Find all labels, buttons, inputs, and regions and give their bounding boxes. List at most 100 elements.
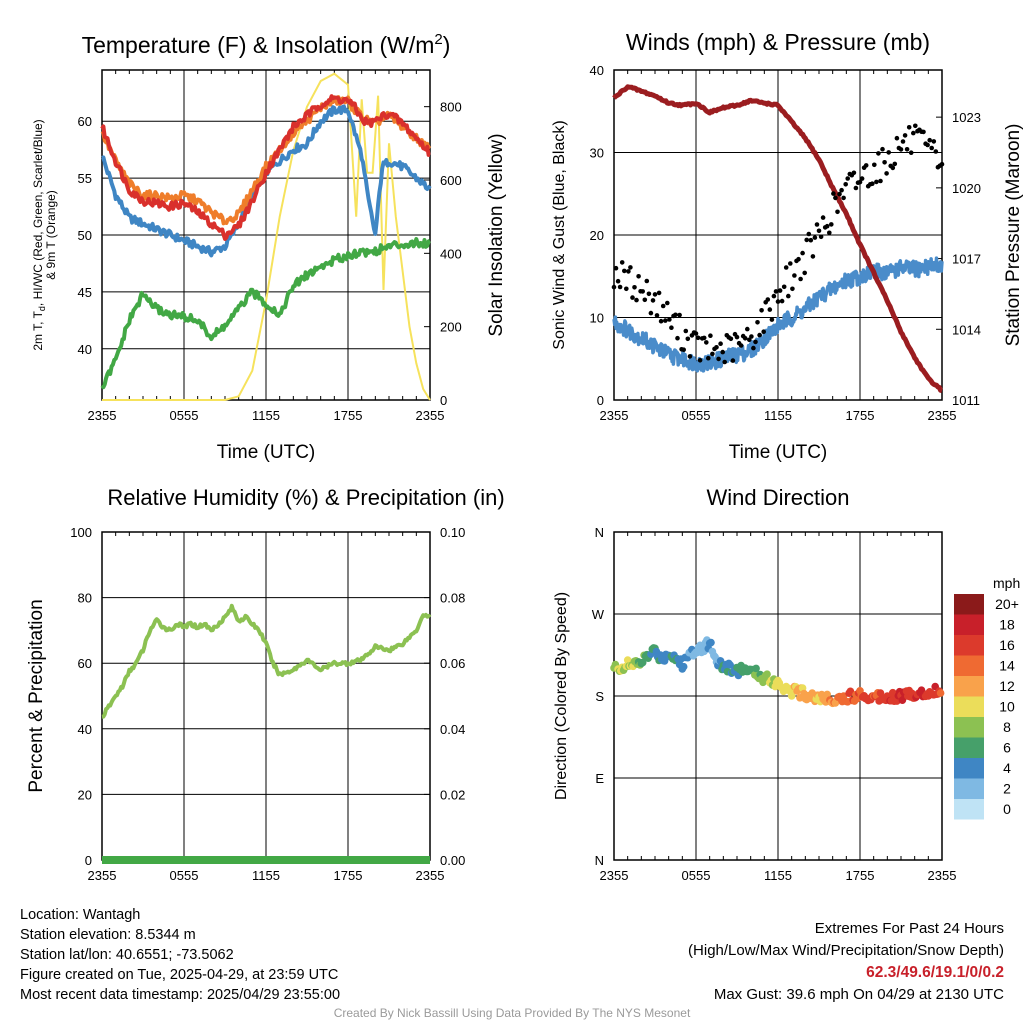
gust-point — [781, 284, 787, 290]
rh-ytick-right-label: 0.08 — [440, 591, 465, 606]
gust-point — [851, 170, 857, 176]
colorbar-unit: mph — [993, 575, 1020, 591]
direction-point — [787, 692, 796, 700]
dir-ytick-label: W — [592, 607, 605, 622]
pressure-line — [612, 84, 944, 394]
colorbar-swatch — [954, 799, 984, 820]
gust-point — [611, 284, 617, 290]
gust-point — [779, 298, 785, 304]
dir-ytick-label: N — [595, 525, 604, 540]
colorbar-swatch — [954, 655, 984, 676]
gust-point — [839, 187, 844, 193]
gust-point — [693, 331, 699, 336]
rh-ytick-label: 0 — [85, 853, 92, 868]
gust-point — [802, 270, 807, 276]
gust-point — [615, 278, 621, 284]
gust-point — [890, 165, 896, 171]
gust-point — [872, 162, 877, 168]
gust-point — [675, 335, 680, 341]
rh-ytick-label: 20 — [78, 787, 92, 802]
gust-point — [734, 334, 740, 340]
gust-point — [884, 171, 889, 176]
gust-point — [624, 286, 629, 292]
gust-point — [814, 222, 820, 227]
gust-point — [742, 336, 748, 341]
gust-point — [677, 312, 682, 318]
gust-point — [902, 133, 908, 138]
winds-ytick-label: 30 — [590, 146, 604, 161]
direction-point — [707, 638, 715, 647]
gust-point — [771, 293, 777, 299]
gust-point — [863, 163, 869, 168]
gust-point — [640, 289, 645, 294]
temp-xtick-label: 0555 — [170, 408, 199, 423]
temp-xtick-label: 2355 — [88, 408, 117, 423]
rh-xtick-label: 2355 — [88, 868, 117, 883]
gust-point — [667, 317, 672, 322]
winds-xtick-label: 0555 — [682, 408, 711, 423]
temp-ytick-right-label: 400 — [440, 246, 462, 261]
rh-xtick-label: 0555 — [170, 868, 199, 883]
winds-xtick-label: 2355 — [928, 408, 957, 423]
gust-point — [900, 139, 906, 144]
gust-point — [818, 234, 824, 240]
gust-point — [800, 250, 805, 256]
winds-ytick-label: 40 — [590, 63, 604, 78]
rh-ytick-label: 80 — [78, 591, 92, 606]
temp-ylabel-line1: 2m T, Td, HI/WC (Red, Green, Scarlet/Blu… — [31, 119, 47, 350]
gust-point — [777, 288, 783, 293]
recent-timestamp: Most recent data timestamp: 2025/04/29 2… — [20, 987, 341, 1003]
temp-title: Temperature (F) & Insolation (W/m2) — [82, 31, 451, 58]
winds-ylabel-right: Station Pressure (Maroon) — [1003, 124, 1024, 347]
gust-point — [790, 286, 795, 292]
rh-ytick-label: 100 — [70, 525, 92, 540]
station-location: Location: Wantagh — [20, 907, 141, 923]
colorbar-swatch — [954, 737, 984, 758]
gust-point — [722, 359, 727, 365]
gust-point — [654, 313, 660, 318]
temp-ytick-label: 50 — [78, 228, 92, 243]
gust-point — [759, 308, 764, 313]
gust-point — [710, 351, 715, 357]
gust-point — [929, 145, 934, 151]
speed-colorbar: mph 20+ 18 16 14 12 10 8 6 4 2 0 — [954, 575, 1020, 820]
gust-point — [783, 265, 789, 270]
colorbar-label: 18 — [999, 617, 1015, 633]
gust-point — [835, 209, 840, 215]
direction-point — [638, 658, 647, 667]
extremes-subtitle: (High/Low/Max Wind/Precipitation/Snow De… — [688, 942, 1004, 959]
rh-ytick-right-label: 0.06 — [440, 656, 465, 671]
temp-ytick-label: 45 — [78, 285, 92, 300]
temp-ytick-right-label: 0 — [440, 393, 447, 408]
gust-point — [882, 160, 887, 165]
gust-point — [658, 318, 664, 324]
gust-point — [765, 297, 771, 302]
winds-ytick-label: 10 — [590, 311, 604, 326]
gust-point — [894, 135, 900, 141]
colorbar-label: 12 — [999, 678, 1015, 694]
gust-point — [808, 237, 814, 243]
gust-point — [701, 335, 707, 341]
gust-point — [831, 191, 836, 196]
gust-point — [706, 355, 711, 361]
dir-ylabel: Direction (Colored By Speed) — [553, 592, 570, 800]
gust-point — [650, 298, 656, 303]
max-gust: Max Gust: 39.6 mph On 04/29 at 2130 UTC — [713, 986, 1004, 1003]
gust-point — [927, 137, 932, 143]
winds-xtick-label: 2355 — [600, 408, 629, 423]
gust-point — [906, 125, 912, 130]
gust-point — [812, 235, 818, 240]
temp-axes: 2355 0555 1155 1755 235540455055600200400600… — [31, 31, 507, 463]
dir-xtick-label: 1155 — [764, 868, 792, 883]
gust-point — [685, 336, 691, 342]
colorbar-swatch — [954, 778, 984, 799]
gust-point — [886, 150, 891, 155]
gust-point — [827, 230, 832, 236]
direction-point — [876, 689, 885, 697]
gust-point — [646, 291, 652, 297]
colorbar-label: 14 — [999, 658, 1015, 674]
gust-point — [904, 147, 910, 152]
rh-ytick-label: 40 — [78, 722, 92, 737]
gust-point — [843, 182, 848, 187]
